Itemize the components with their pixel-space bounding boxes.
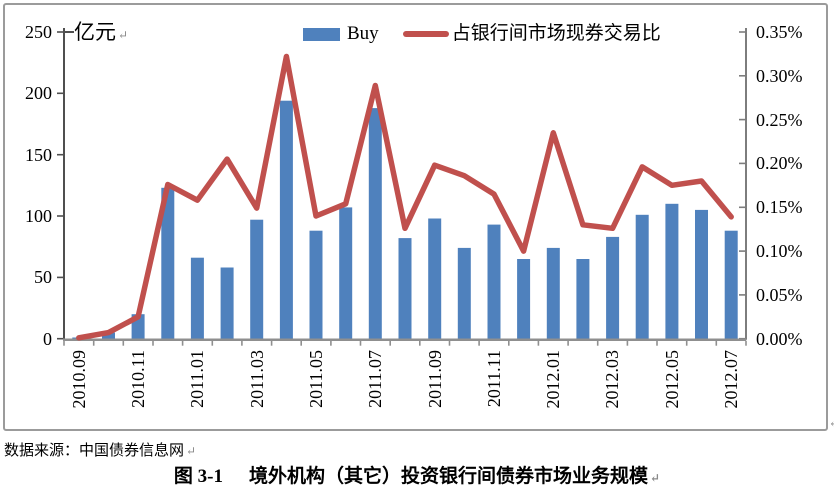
right-axis-tick-label: 0.15% <box>756 197 803 217</box>
legend-bar-swatch-icon <box>303 27 340 41</box>
x-axis-tick-label: 2011.07 <box>365 350 385 408</box>
right-axis-tick-label: 0.05% <box>756 285 803 305</box>
source-note-text: 数据来源：中国债券信息网 <box>4 443 185 459</box>
chart-frame <box>3 3 828 431</box>
legend-ratio-label: 占银行间市场现券交易比 <box>451 23 661 44</box>
paragraph-mark-icon: ↵ <box>186 444 197 458</box>
left-axis-tick-label: 0 <box>43 329 52 349</box>
left-axis-unit-label: 亿元 ↵ <box>74 16 128 46</box>
source-note: 数据来源：中国债券信息网 ↵ <box>4 439 196 460</box>
legend-line-swatch-icon <box>402 31 449 37</box>
x-axis-tick-label: 2010.11 <box>128 350 148 408</box>
x-axis-tick-label: 2012.01 <box>543 350 563 409</box>
chart-legend: Buy 占银行间市场现券交易比 <box>303 21 661 47</box>
x-axis-tick-label: 2011.05 <box>306 350 326 408</box>
figure-number: 图 3-1 <box>173 466 223 487</box>
right-axis-tick-label: 0.30% <box>756 66 803 86</box>
right-axis-tick-label: 0.25% <box>756 110 803 130</box>
legend-buy-label: Buy <box>347 23 379 44</box>
x-axis-tick-label: 2011.03 <box>247 350 267 408</box>
paragraph-mark-icon: ↵ <box>118 28 129 42</box>
left-axis-tick-label: 100 <box>25 206 52 226</box>
x-axis-tick-label: 2011.01 <box>187 350 207 408</box>
left-axis-tick-label: 200 <box>25 83 52 103</box>
x-axis-tick-label: 2010.09 <box>69 350 89 409</box>
x-axis-tick-label: 2012.03 <box>602 350 622 409</box>
figure-caption: 图 3-1 境外机构（其它）投资银行间债券市场业务规模 ↵ <box>0 461 834 488</box>
right-axis-tick-label: 0.20% <box>756 153 803 173</box>
left-axis-tick-label: 50 <box>34 267 52 287</box>
x-axis-tick-label: 2012.07 <box>721 350 741 409</box>
x-axis-tick-label: 2011.09 <box>425 350 445 408</box>
right-axis-tick-label: 0.35% <box>756 22 803 42</box>
left-axis-unit-text: 亿元 <box>74 20 116 44</box>
x-axis-tick-label: 2012.05 <box>662 350 682 409</box>
right-axis-tick-label: 0.10% <box>756 241 803 261</box>
paragraph-mark-icon: ↵ <box>829 416 834 431</box>
paragraph-mark-icon: ↵ <box>650 471 661 485</box>
right-axis-tick-label: 0.00% <box>756 329 803 349</box>
figure-caption-text: 境外机构（其它）投资银行间债券市场业务规模 <box>249 466 649 487</box>
left-axis-tick-label: 150 <box>25 145 52 165</box>
left-axis-tick-label: 250 <box>25 22 52 42</box>
x-axis-tick-label: 2011.11 <box>484 350 504 408</box>
